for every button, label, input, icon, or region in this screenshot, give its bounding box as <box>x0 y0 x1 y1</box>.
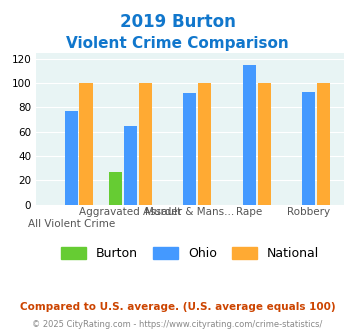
Bar <box>302 92 315 205</box>
Bar <box>258 83 271 205</box>
Text: 2019 Burton: 2019 Burton <box>120 13 235 31</box>
Text: Violent Crime Comparison: Violent Crime Comparison <box>66 36 289 51</box>
Bar <box>317 83 330 205</box>
Bar <box>198 83 211 205</box>
Bar <box>139 83 152 205</box>
Text: Compared to U.S. average. (U.S. average equals 100): Compared to U.S. average. (U.S. average … <box>20 302 335 312</box>
Text: © 2025 CityRating.com - https://www.cityrating.com/crime-statistics/: © 2025 CityRating.com - https://www.city… <box>32 320 323 329</box>
Bar <box>124 126 137 205</box>
Bar <box>243 65 256 205</box>
Bar <box>184 93 196 205</box>
Bar <box>109 172 122 205</box>
Bar <box>80 83 93 205</box>
Legend: Burton, Ohio, National: Burton, Ohio, National <box>56 242 324 265</box>
Bar <box>65 111 78 205</box>
